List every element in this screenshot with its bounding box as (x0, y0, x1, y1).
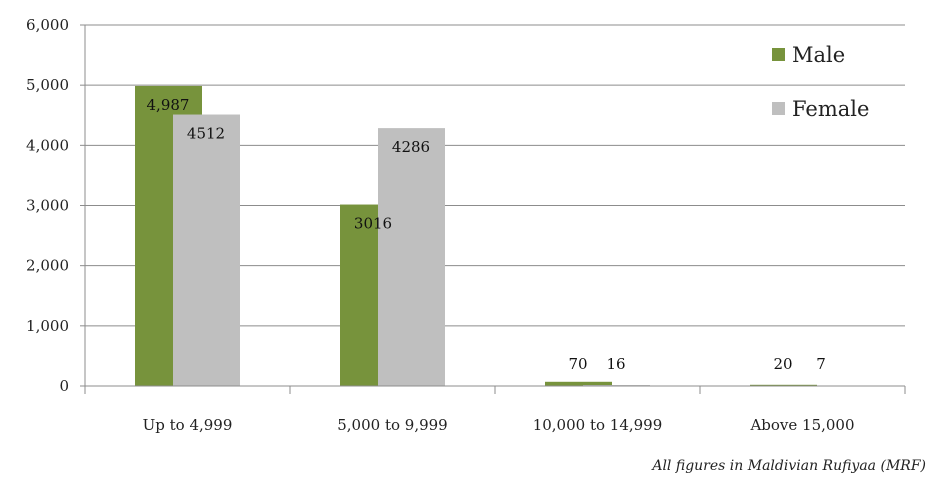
x-tick-label: 5,000 to 9,999 (337, 416, 447, 434)
legend-label-female: Female (792, 97, 869, 121)
bar-male (750, 384, 817, 386)
y-tick-label: 6,000 (26, 16, 69, 34)
y-tick-label: 0 (59, 377, 69, 395)
data-label-female: 7 (816, 355, 826, 373)
x-tick-label: 10,000 to 14,999 (533, 416, 663, 434)
data-label-male: 3016 (354, 215, 392, 233)
legend-swatch-male (772, 48, 785, 61)
data-label-male: 70 (568, 355, 587, 373)
y-tick-label: 4,000 (26, 136, 69, 154)
data-label-male: 20 (773, 355, 792, 373)
legend-label-male: Male (792, 43, 845, 67)
bar-male (545, 381, 612, 386)
x-tick-label: Up to 4,999 (143, 416, 233, 434)
x-tick-label: Above 15,000 (749, 416, 854, 434)
data-label-female: 4286 (392, 138, 430, 156)
bar-female (173, 114, 240, 386)
y-tick-label: 1,000 (26, 317, 69, 335)
bar-female (378, 128, 445, 386)
currency-note: All figures in Maldivian Rufiyaa (MRF) (652, 458, 926, 474)
data-label-female: 4512 (187, 125, 225, 143)
y-tick-label: 3,000 (26, 197, 69, 215)
legend-swatch-female (772, 102, 785, 115)
data-label-male: 4,987 (147, 96, 190, 114)
y-tick-label: 5,000 (26, 76, 69, 94)
data-label-female: 16 (606, 355, 625, 373)
y-tick-label: 2,000 (26, 257, 69, 275)
